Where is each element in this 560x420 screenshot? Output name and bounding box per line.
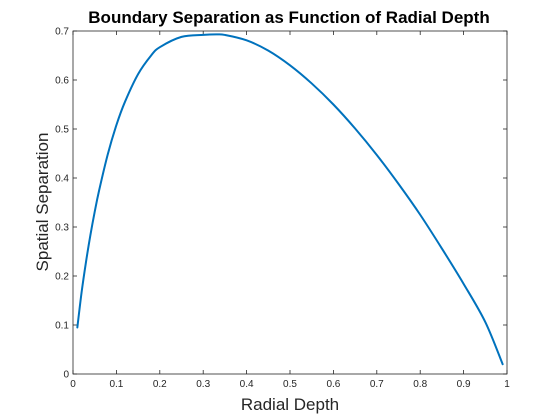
x-axis-label: Radial Depth [241, 395, 339, 414]
y-tick-label: 0.3 [55, 223, 69, 234]
y-tick-label: 0.5 [55, 125, 69, 136]
x-tick-label: 0.3 [196, 379, 210, 390]
x-tick-label: 0.4 [240, 379, 254, 390]
series-line [76, 33, 504, 366]
x-tick-label: 1 [504, 379, 510, 390]
y-tick-label: 0.2 [55, 272, 69, 283]
y-axis: 0 0.1 0.2 0.3 0.4 0.5 0.6 0.7 [55, 27, 507, 381]
x-axis: 0 0.1 0.2 0.3 0.4 0.5 0.6 0.7 0.8 0.9 1 [70, 31, 510, 390]
y-tick-label: 0.4 [55, 174, 69, 185]
y-tick-label: 0 [63, 370, 69, 381]
x-tick-label: 0.1 [109, 379, 123, 390]
x-tick-label: 0.9 [457, 379, 471, 390]
x-tick-label: 0.8 [413, 379, 427, 390]
y-tick-label: 0.7 [55, 27, 69, 38]
y-tick-label: 0.6 [55, 76, 69, 87]
x-tick-label: 0.2 [153, 379, 167, 390]
chart-title: Boundary Separation as Function of Radia… [88, 8, 489, 27]
x-tick-label: 0 [70, 379, 76, 390]
y-tick-label: 0.1 [55, 321, 69, 332]
x-tick-label: 0.5 [283, 379, 297, 390]
series-layer [76, 33, 504, 366]
x-tick-label: 0.7 [370, 379, 384, 390]
y-axis-label: Spatial Separation [33, 133, 52, 272]
x-tick-label: 0.6 [326, 379, 340, 390]
